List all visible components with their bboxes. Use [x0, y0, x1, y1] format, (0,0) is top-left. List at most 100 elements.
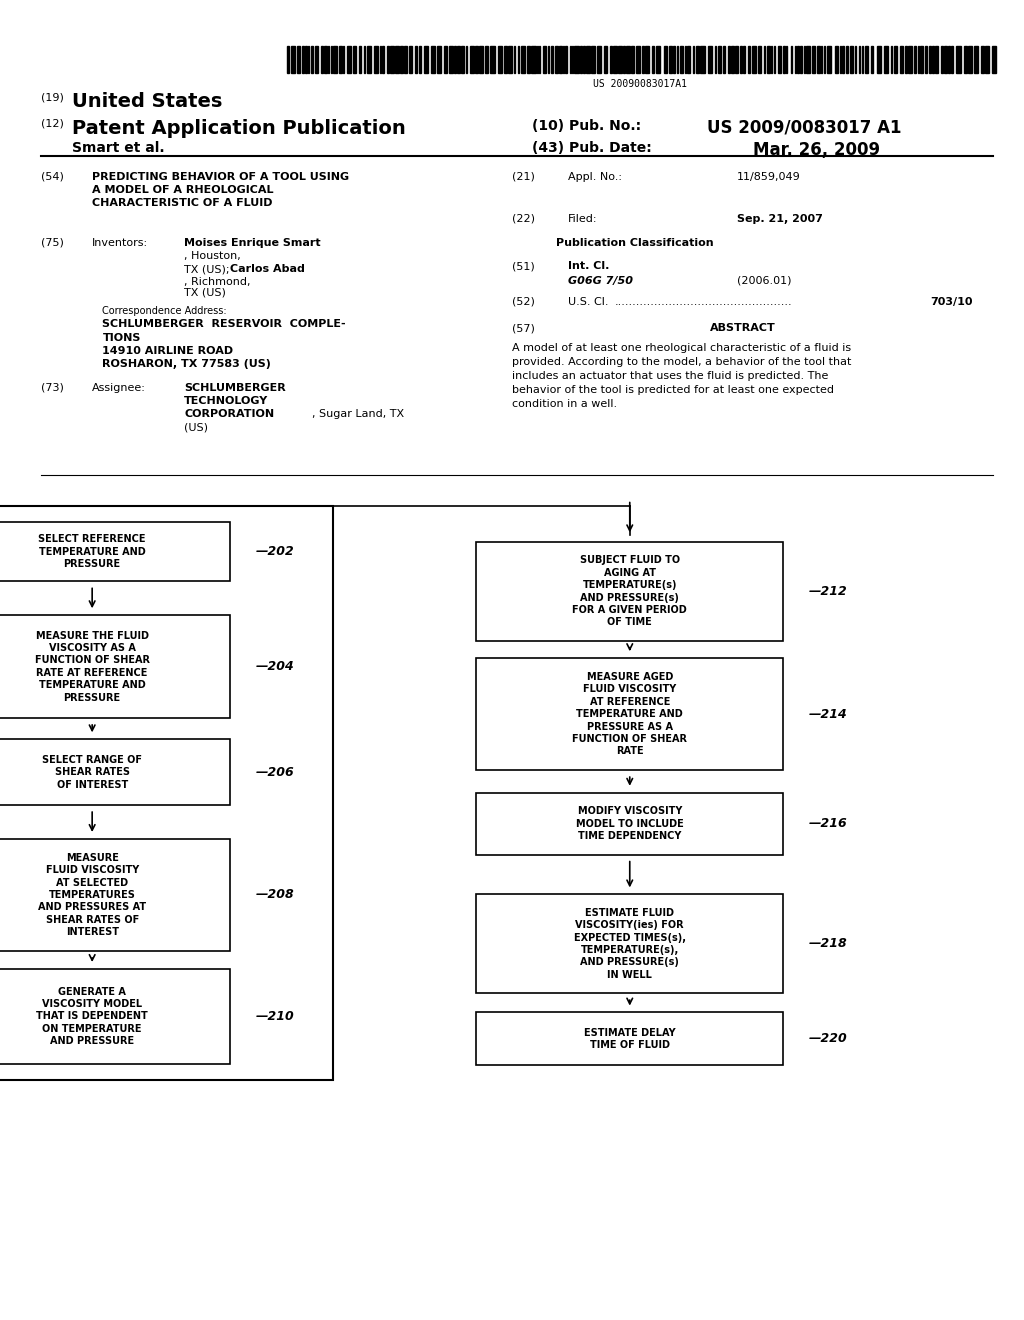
Bar	[850, 46, 853, 73]
Text: A model of at least one rheological characteristic of a fluid is
provided. Accor: A model of at least one rheological char…	[512, 343, 851, 409]
Bar	[758, 46, 761, 73]
Bar	[941, 46, 943, 73]
Bar	[664, 46, 667, 73]
Bar	[339, 46, 342, 73]
Bar	[935, 46, 938, 73]
Bar	[871, 46, 873, 73]
Text: GENERATE A
VISCOSITY MODEL
THAT IS DEPENDENT
ON TEMPERATURE
AND PRESSURE: GENERATE A VISCOSITY MODEL THAT IS DEPEN…	[36, 986, 148, 1047]
Bar	[479, 46, 483, 73]
Text: US 2009/0083017 A1: US 2009/0083017 A1	[707, 119, 901, 137]
Bar	[865, 46, 868, 73]
Bar	[431, 46, 435, 73]
Bar	[900, 46, 903, 73]
Bar	[548, 46, 549, 73]
Bar	[846, 46, 848, 73]
Bar	[795, 46, 796, 73]
Bar	[324, 46, 327, 73]
Text: , Richmond,: , Richmond,	[184, 277, 251, 288]
Bar	[419, 46, 421, 73]
Bar	[920, 46, 923, 73]
Text: —206: —206	[256, 766, 295, 779]
Text: 703/10: 703/10	[930, 297, 973, 308]
Bar	[791, 46, 792, 73]
Bar	[461, 46, 464, 73]
Bar	[918, 46, 919, 73]
Bar	[618, 46, 622, 73]
Text: U.S. Cl.: U.S. Cl.	[568, 297, 609, 308]
Text: (57): (57)	[512, 323, 535, 334]
Text: , Sugar Land, TX: , Sugar Land, TX	[312, 409, 404, 420]
FancyBboxPatch shape	[476, 895, 783, 993]
Text: —208: —208	[256, 888, 295, 902]
Bar	[444, 46, 447, 73]
Text: ESTIMATE FLUID
VISCOSITY(ies) FOR
EXPECTED TIMES(s),
TEMPERATURE(s),
AND PRESSUR: ESTIMATE FLUID VISCOSITY(ies) FOR EXPECT…	[573, 908, 686, 979]
Text: Smart et al.: Smart et al.	[72, 141, 164, 156]
Text: (43) Pub. Date:: (43) Pub. Date:	[532, 141, 652, 156]
FancyBboxPatch shape	[0, 521, 230, 581]
Bar	[387, 46, 389, 73]
Bar	[929, 46, 931, 73]
Text: Assignee:: Assignee:	[92, 383, 146, 393]
Bar	[359, 46, 361, 73]
Text: CORPORATION: CORPORATION	[184, 409, 274, 420]
Bar	[652, 46, 654, 73]
Bar	[390, 46, 394, 73]
Bar	[527, 46, 530, 73]
Bar	[539, 46, 540, 73]
Bar	[305, 46, 307, 73]
Bar	[636, 46, 640, 73]
Bar	[604, 46, 607, 73]
Bar	[771, 46, 772, 73]
Bar	[400, 46, 403, 73]
Text: (22): (22)	[512, 214, 535, 224]
Text: —202: —202	[256, 545, 295, 558]
Bar	[454, 46, 456, 73]
Bar	[824, 46, 825, 73]
Bar	[572, 46, 573, 73]
Bar	[580, 46, 582, 73]
Text: Patent Application Publication: Patent Application Publication	[72, 119, 406, 137]
Text: Carlos Abad: Carlos Abad	[230, 264, 305, 275]
Text: SCHLUMBERGER  RESERVOIR  COMPLE-: SCHLUMBERGER RESERVOIR COMPLE-	[102, 319, 346, 330]
Bar	[395, 46, 399, 73]
Text: G06G 7/50: G06G 7/50	[568, 276, 633, 286]
Bar	[821, 46, 822, 73]
Bar	[840, 46, 841, 73]
Text: —210: —210	[256, 1010, 295, 1023]
Bar	[597, 46, 601, 73]
Bar	[944, 46, 947, 73]
Bar	[466, 46, 467, 73]
Text: TIONS: TIONS	[102, 333, 140, 343]
Bar	[504, 46, 507, 73]
Bar	[859, 46, 860, 73]
Bar	[968, 46, 972, 73]
Text: —218: —218	[809, 937, 848, 950]
Bar	[642, 46, 644, 73]
Bar	[555, 46, 558, 73]
Bar	[490, 46, 495, 73]
Bar	[817, 46, 820, 73]
Bar	[783, 46, 785, 73]
Bar	[645, 46, 649, 73]
Bar	[835, 46, 838, 73]
Bar	[985, 46, 989, 73]
Bar	[708, 46, 712, 73]
FancyBboxPatch shape	[0, 615, 230, 718]
Bar	[570, 46, 571, 73]
Text: .................................................: ........................................…	[614, 297, 792, 308]
Bar	[328, 46, 329, 73]
FancyBboxPatch shape	[476, 657, 783, 770]
Bar	[574, 46, 579, 73]
Text: Appl. No.:: Appl. No.:	[568, 172, 623, 182]
Bar	[424, 46, 428, 73]
Bar	[884, 46, 888, 73]
Bar	[302, 46, 304, 73]
Bar	[908, 46, 912, 73]
Bar	[470, 46, 474, 73]
Bar	[680, 46, 683, 73]
Text: (10) Pub. No.:: (10) Pub. No.:	[532, 119, 642, 133]
Text: (12): (12)	[41, 119, 63, 129]
Bar	[964, 46, 967, 73]
Bar	[0, 507, 333, 1080]
Bar	[367, 46, 371, 73]
